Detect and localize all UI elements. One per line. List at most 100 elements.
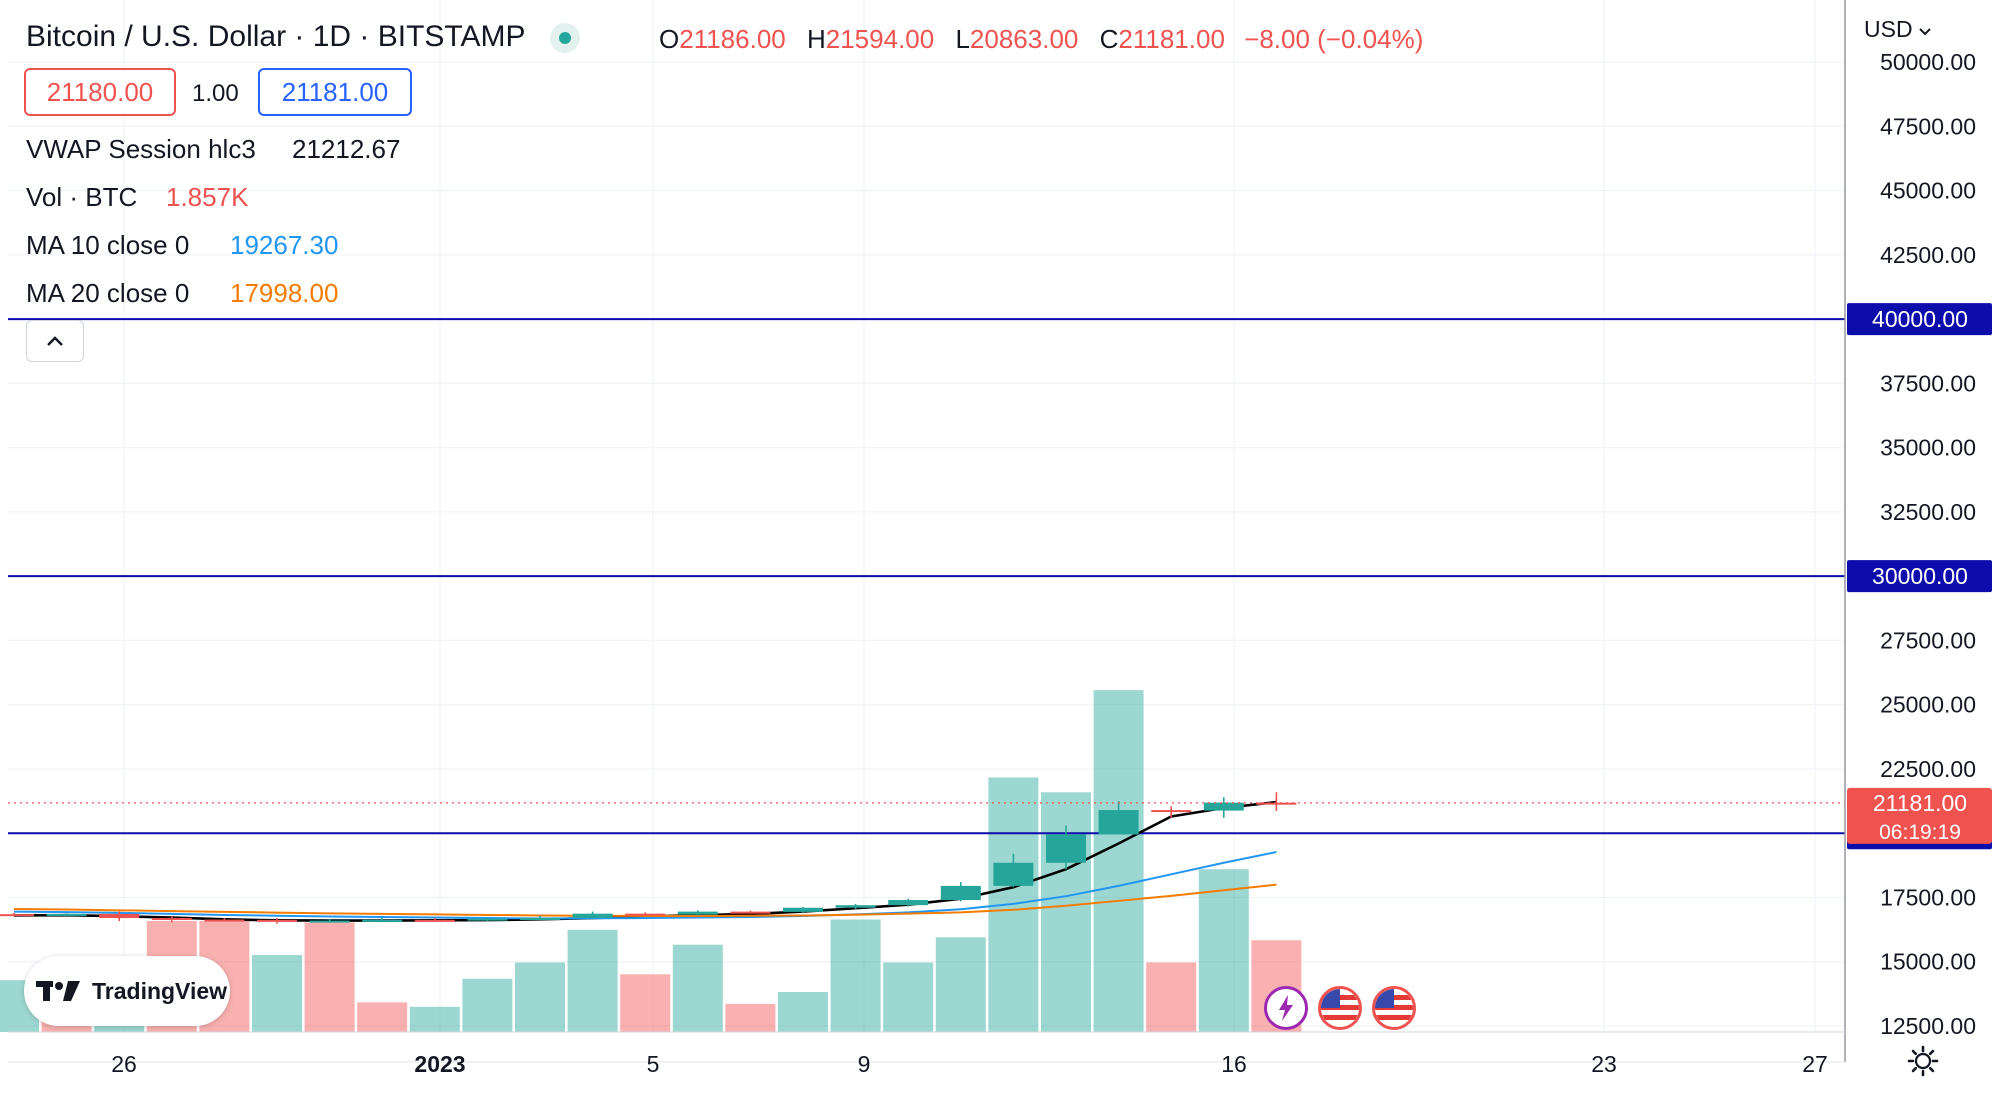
candle: [1151, 806, 1192, 818]
volume-bar: [1093, 690, 1144, 1032]
candle-body: [625, 913, 666, 916]
volume-bar: [515, 962, 565, 1032]
spread-value: 1.00: [192, 80, 239, 107]
indicator-value: 19267.30: [230, 230, 339, 260]
candle: [204, 918, 245, 922]
time-tick-label: 9: [858, 1051, 871, 1077]
currency-label: USD: [1864, 16, 1913, 42]
volume-bar: [1146, 962, 1197, 1032]
candle-body: [414, 919, 455, 922]
level-price-value: 30000.00: [1872, 563, 1968, 589]
candle: [625, 912, 666, 916]
candle: [414, 918, 455, 922]
indicator-value: 1.857K: [166, 182, 249, 212]
open-label: O: [659, 24, 680, 54]
candle-body: [888, 900, 929, 906]
candle: [257, 918, 297, 924]
us-flag-event-icon[interactable]: [1318, 986, 1362, 1030]
volume-bar: [935, 937, 986, 1032]
low-value: 20863.00: [969, 24, 1079, 54]
time-axis[interactable]: 26 2023 5 9 16 23 27: [111, 1051, 1828, 1077]
indicator-volume[interactable]: Vol · BTC 1.857K: [26, 182, 248, 213]
time-tick-label: 27: [1802, 1051, 1828, 1077]
volume-bar: [620, 974, 671, 1032]
candle: [1046, 825, 1086, 870]
volume-bar: [672, 944, 723, 1032]
volume-bar: [567, 929, 618, 1032]
candle-body: [993, 862, 1034, 886]
price-tick-label: 45000.00: [1880, 178, 1976, 204]
lightning-icon: [1279, 995, 1293, 1021]
indicator-name: VWAP Session hlc3: [26, 134, 256, 164]
high-value: 21594.00: [825, 24, 935, 54]
price-tick-label: 37500.00: [1880, 370, 1976, 396]
price-scale-bg: [1845, 0, 2000, 1100]
indicator-name: MA 10 close 0: [26, 230, 190, 260]
sell-button[interactable]: 21180.00: [24, 68, 176, 116]
candle: [993, 853, 1034, 888]
level-price-tag: 30000.00: [1847, 560, 1992, 593]
price-tick-label: 47500.00: [1880, 113, 1976, 139]
logo-text: TradingView: [92, 977, 228, 1004]
candle: [151, 916, 192, 922]
volume-bar: [409, 1006, 460, 1032]
candle-body: [467, 918, 508, 921]
candle: [835, 903, 876, 910]
time-tick-label: 5: [647, 1051, 660, 1077]
candle: [46, 913, 87, 916]
indicator-ma20[interactable]: MA 20 close 0 17998.00: [26, 278, 338, 309]
us-flag-event-icon[interactable]: [1372, 986, 1416, 1030]
price-tick-label: 27500.00: [1880, 627, 1976, 653]
volume-bar: [462, 978, 513, 1032]
currency-selector[interactable]: USD: [1864, 16, 1931, 43]
price-axis[interactable]: 50000.00 47500.00 45000.00 42500.00 37500.00…: [1880, 49, 1976, 1039]
close-value: 21181.00: [1118, 24, 1225, 54]
tradingview-logo[interactable]: TradingView: [24, 956, 230, 1026]
grid-lines: [8, 0, 1845, 1032]
volume-bar: [778, 992, 828, 1032]
price-tick-label: 22500.00: [1880, 756, 1976, 782]
symbol-header[interactable]: Bitcoin / U.S. Dollar · 1D · BITSTAMP: [26, 20, 606, 54]
price-tick-label: 50000.00: [1880, 49, 1976, 75]
level-price-value: 40000.00: [1872, 306, 1968, 332]
price-tick-label: 32500.00: [1880, 499, 1976, 525]
price-tick-label: 42500.00: [1880, 242, 1976, 268]
indicator-ma10[interactable]: MA 10 close 0 19267.30: [26, 230, 338, 261]
volume-bar: [725, 1003, 776, 1032]
symbol-title[interactable]: Bitcoin / U.S. Dollar · 1D · BITSTAMP: [26, 20, 526, 53]
candle: [1098, 801, 1139, 835]
candle: [467, 917, 508, 922]
chevron-up-icon: [47, 336, 63, 346]
volume-bar: [357, 1002, 408, 1032]
candle-body: [572, 913, 613, 919]
indicator-vwap[interactable]: VWAP Session hlc3 21212.67: [26, 134, 400, 165]
collapse-legend-button[interactable]: [26, 320, 84, 362]
price-tick-label: 15000.00: [1880, 949, 1976, 975]
candle-body: [0, 914, 34, 917]
candle-body: [1151, 810, 1192, 813]
buy-button[interactable]: 21181.00: [258, 68, 412, 116]
high-label: H: [806, 24, 826, 54]
candle: [0, 912, 34, 917]
candle-body: [309, 920, 350, 923]
candle: [99, 911, 140, 922]
close-label: C: [1099, 24, 1119, 54]
candle-body: [835, 905, 876, 908]
candle-body: [730, 911, 771, 914]
change-value: −8.00 (−0.04%): [1244, 24, 1424, 54]
time-tick-label: 23: [1591, 1051, 1617, 1077]
candle: [783, 906, 823, 913]
low-label: L: [955, 24, 970, 54]
candle: [888, 898, 929, 907]
dividend-event-icon[interactable]: [1264, 986, 1308, 1030]
price-tick-label: 25000.00: [1880, 692, 1976, 718]
candle: [730, 910, 771, 914]
market-status-icon[interactable]: [549, 23, 580, 54]
us-flag-icon: [1375, 989, 1413, 1027]
volume-bar: [1198, 869, 1249, 1032]
gear-icon[interactable]: [1906, 1044, 1940, 1078]
indicator-name: Vol · BTC: [26, 182, 138, 212]
series-line-ma10: [13, 851, 1277, 920]
candle-body: [940, 885, 981, 901]
